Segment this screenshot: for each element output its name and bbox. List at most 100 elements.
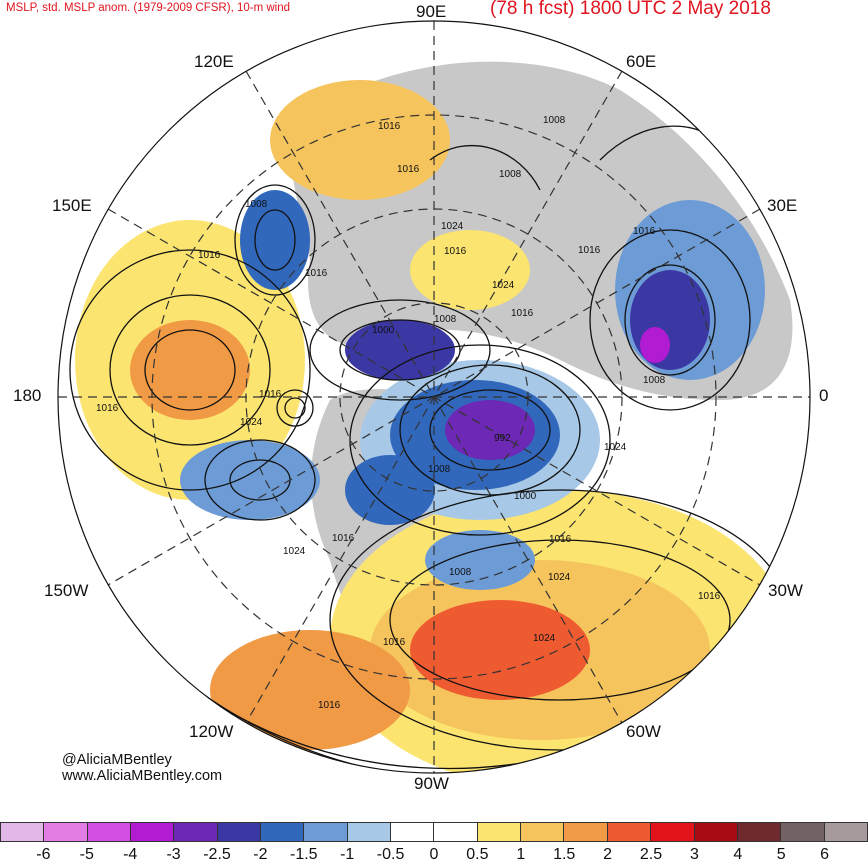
colorbar-tick-label: -2	[253, 846, 268, 863]
colorbar-tick-label: 1.5	[553, 846, 576, 863]
colorbar-tick-label: 5	[776, 846, 786, 863]
colorbar-swatch	[607, 822, 652, 842]
isobar-label: 1016	[397, 164, 420, 175]
isobar-label: 1008	[245, 199, 268, 210]
lon-label-30e: 30E	[767, 196, 798, 215]
colorbar-tick-label: 1	[516, 846, 526, 863]
credit-handle: @AliciaMBentley	[62, 752, 172, 768]
anomaly-pos-siberia	[270, 80, 450, 200]
isobar-label: 1008	[449, 567, 472, 578]
colorbar-tick-label: -3	[166, 846, 181, 863]
colorbar-swatch	[304, 822, 348, 842]
anomaly-neg-kamchatka	[240, 190, 310, 290]
lon-label-120w: 120W	[189, 722, 234, 741]
polar-map: 1016 1008 1016 1008 1008 1016 1024 1016 …	[57, 20, 811, 774]
colorbar-tick-label: 6	[820, 846, 830, 863]
anomaly-neg-pacific	[180, 440, 320, 520]
anomaly-pos-arctic	[410, 230, 530, 310]
colorbar-swatch	[347, 822, 392, 842]
colorbar-swatch	[824, 822, 868, 842]
lon-label-0: 0	[819, 386, 829, 405]
lon-label-60w: 60W	[626, 722, 661, 741]
lon-label-90e: 90E	[416, 2, 447, 21]
colorbar-tick-label: 0.5	[466, 846, 489, 863]
colorbar-swatch	[651, 822, 695, 842]
lon-label-30w: 30W	[768, 581, 803, 600]
isobar-label: 1016	[259, 389, 282, 400]
colorbar-tick-label: 0	[429, 846, 439, 863]
colorbar-swatch	[131, 822, 175, 842]
lon-label-150e: 150E	[52, 196, 92, 215]
colorbar-tick-label: -1.5	[290, 846, 318, 863]
colorbar-tick-label: -2.5	[203, 846, 231, 863]
colorbar-swatch	[521, 822, 565, 842]
isobar-label: 1008	[434, 314, 457, 325]
isobar-label: 1016	[444, 246, 467, 257]
isobar-label: 992	[494, 433, 511, 444]
anomaly-neg-arctic-low	[345, 320, 455, 380]
isobar-label: 1016	[698, 591, 721, 602]
chart-subtitle: MSLP, std. MSLP anom. (1979-2009 CFSR), …	[6, 2, 291, 14]
isobar-label: 1016	[633, 226, 656, 237]
colorbar-swatch	[434, 822, 478, 842]
isobar-label: 1016	[96, 403, 119, 414]
colorbar-swatch	[477, 822, 522, 842]
map-boundary	[57, 20, 811, 774]
colorbar-tick-label: 3	[689, 846, 699, 863]
lon-label-180: 180	[13, 386, 42, 405]
isobar-label: 1024	[604, 442, 627, 453]
isobar-label: 1024	[283, 546, 306, 557]
anomaly-neg-europe-core	[630, 270, 710, 370]
colorbar	[0, 822, 868, 842]
anomaly-neg-canada	[345, 455, 435, 525]
anomaly-neg-hudson	[425, 530, 535, 590]
colorbar-swatch	[781, 822, 825, 842]
isobar-label: 1008	[428, 464, 451, 475]
anomaly-pos-west-coast	[210, 630, 410, 750]
colorbar-swatch	[737, 822, 782, 842]
isobar-label: 1000	[372, 325, 395, 336]
anomaly-neg-greenland-core	[445, 400, 535, 460]
lon-label-120e: 120E	[194, 52, 234, 71]
isobar-label: 1016	[378, 121, 401, 132]
isobar-label: 1008	[499, 169, 522, 180]
colorbar-swatch	[217, 822, 262, 842]
isobar-label: 1000	[514, 491, 537, 502]
isobar-label: 1024	[533, 633, 556, 644]
isobar-label: 1024	[548, 572, 571, 583]
colorbar-swatch	[44, 822, 88, 842]
lon-label-90w: 90W	[414, 774, 449, 793]
lon-label-60e: 60E	[626, 52, 657, 71]
colorbar-tick-label: 2	[603, 846, 613, 863]
isobar-label: 1016	[578, 245, 601, 256]
isobar-label: 1008	[543, 115, 566, 126]
colorbar-tick-label: -4	[123, 846, 138, 863]
isobar-label: 1024	[492, 280, 515, 291]
colorbar-swatch	[0, 822, 45, 842]
isobar-label: 1016	[198, 250, 221, 261]
credit-website: www.AliciaMBentley.com	[62, 768, 223, 784]
forecast-title: (78 h fcst) 1800 UTC 2 May 2018	[490, 0, 771, 19]
lon-label-150w: 150W	[44, 581, 89, 600]
colorbar-tick-label: -5	[79, 846, 94, 863]
graticule	[58, 21, 810, 773]
isobar-label: 1016	[332, 533, 355, 544]
colorbar-tick-label: 4	[733, 846, 743, 863]
colorbar-swatch	[694, 822, 738, 842]
isobar-label: 1024	[441, 221, 464, 232]
colorbar-swatch	[391, 822, 435, 842]
isobar-label: 1016	[305, 268, 328, 279]
isobar-label: 1016	[549, 534, 572, 545]
colorbar-swatch	[261, 822, 305, 842]
colorbar-tick-label: -6	[36, 846, 51, 863]
colorbar-swatch	[174, 822, 218, 842]
anomaly-pos-atlantic-core	[410, 600, 590, 700]
isobar-label-group: 1016 1008 1016 1008 1008 1016 1024 1016 …	[96, 115, 721, 711]
colorbar-tick-label: 2.5	[639, 846, 663, 863]
anomaly-neg-europe-center	[640, 327, 670, 363]
isobar-label: 1024	[240, 417, 263, 428]
isobar-label: 1016	[318, 700, 341, 711]
anomaly-pos-pacific-core	[130, 320, 250, 420]
colorbar-swatch	[564, 822, 608, 842]
colorbar-tick-label: -1	[340, 846, 355, 863]
